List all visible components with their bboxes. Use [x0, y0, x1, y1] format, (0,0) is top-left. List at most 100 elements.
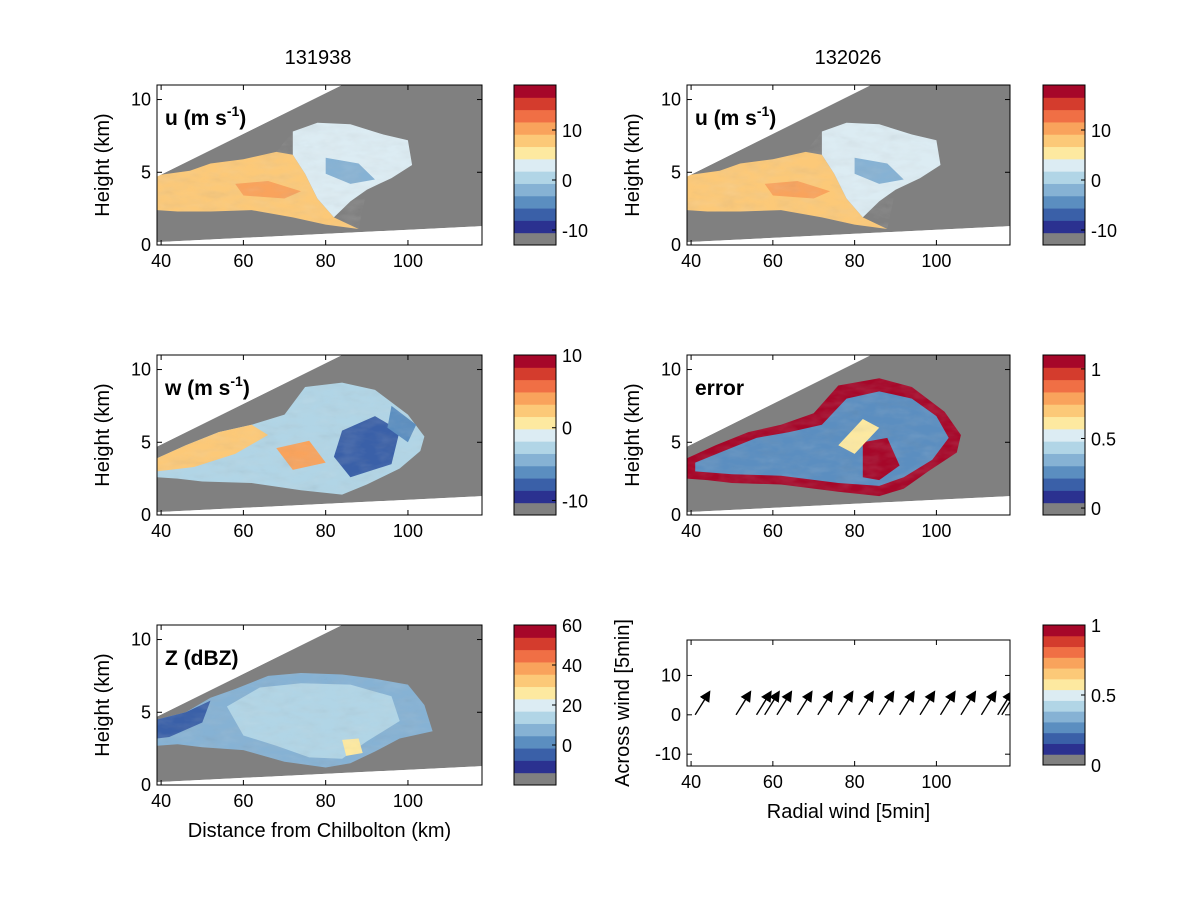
colorbar-swatch: [1043, 379, 1085, 393]
colorbar-swatch: [1043, 635, 1085, 648]
axes-frame: [156, 84, 483, 246]
panel-w-2: 40 60 80 100 0 5 10 Height (km) w (m s-1) -10 0 10: [92, 346, 588, 541]
field-texture: [157, 122, 413, 229]
y-tick-label: 5: [671, 432, 681, 452]
field-texture: [687, 378, 961, 497]
colorbar-swatch: [1043, 121, 1085, 135]
colorbar-swatch: [514, 379, 556, 393]
wind-arrow: [919, 690, 936, 716]
x-tick-label: 80: [845, 251, 865, 271]
wind-arrow: [694, 690, 711, 716]
colorbar-swatch: [1043, 355, 1085, 368]
y-tick-label: 0: [671, 505, 681, 525]
x-tick-label: 100: [921, 521, 951, 541]
y-axis-label: Across wind [5min]: [612, 619, 634, 787]
colorbar-swatch: [1043, 668, 1085, 680]
panel-label: w (m s-1): [164, 373, 250, 400]
colorbar-swatch: [1043, 625, 1085, 637]
y-tick-label: 5: [671, 162, 681, 182]
colorbar-swatch: [1043, 134, 1085, 148]
colorbar-swatch: [1043, 416, 1085, 430]
plot-area: [694, 690, 1010, 716]
colorbar-swatch: [1043, 404, 1085, 418]
y-tick-label: 10: [131, 90, 151, 110]
colorbar-swatch: [514, 158, 556, 172]
x-tick-label: 80: [845, 521, 865, 541]
x-tick-label: 40: [151, 791, 171, 811]
colorbar-tick-label: 0: [1091, 756, 1101, 776]
y-axis-label: Height (km): [622, 113, 644, 216]
x-tick-label: 100: [393, 251, 423, 271]
wind-arrow: [776, 690, 793, 716]
colorbar-swatch: [1043, 657, 1085, 669]
panel-u-1: 40 60 80 100 0 5 10 Height (km) u (m s-1) -10 0 10: [622, 84, 1117, 271]
panel-label: u (m s-1): [165, 103, 246, 130]
y-tick-label: 10: [131, 360, 151, 380]
wind-arrow: [878, 690, 895, 716]
colorbar-swatch: [514, 453, 556, 467]
below-scan-region: [687, 496, 1010, 515]
colorbar-tick-label: 20: [562, 696, 582, 716]
x-axis-label: Radial wind [5min]: [767, 801, 930, 823]
panel-Z-4: 40 60 80 100 0 5 10 Height (km) Distance from Ch…: [92, 616, 582, 842]
colorbar-swatch: [514, 85, 556, 98]
colorbar: 00.51: [1042, 354, 1116, 519]
colorbar: -10 0 10: [513, 84, 588, 246]
colorbar-swatch: [1043, 700, 1085, 712]
y-tick-label: 0: [141, 235, 151, 255]
colorbar-swatch: [1043, 97, 1085, 111]
colorbar-swatch: [1043, 85, 1085, 98]
colorbar-tick-label: 10: [562, 121, 582, 141]
wind-arrow: [980, 690, 997, 716]
plot-area: [687, 85, 1010, 245]
y-tick-label: 5: [141, 432, 151, 452]
y-tick-label: 0: [671, 235, 681, 255]
colorbar-tick-label: 0: [562, 171, 572, 191]
colorbar-swatch: [514, 416, 556, 430]
y-axis-label: Height (km): [92, 383, 114, 486]
colorbar-swatch: [514, 711, 556, 724]
y-tick-label: 5: [141, 702, 151, 722]
colorbar-swatch-masked: [514, 502, 556, 515]
colorbar: -10 0 10: [1042, 84, 1117, 246]
colorbar-swatch: [1043, 646, 1085, 658]
x-tick-label: 60: [763, 521, 783, 541]
x-tick-label: 40: [681, 772, 701, 792]
wind-arrow: [960, 690, 977, 716]
colorbar-swatch: [514, 735, 556, 749]
x-tick-label: 60: [763, 251, 783, 271]
y-axis-label: Height (km): [622, 383, 644, 486]
below-scan-region: [687, 226, 1010, 245]
colorbar-swatch: [514, 661, 556, 675]
colorbar-swatch: [1043, 146, 1085, 160]
x-tick-label: 80: [316, 251, 336, 271]
colorbar-frame: [1042, 84, 1086, 246]
colorbar-swatch: [1043, 441, 1085, 454]
wind-arrow: [764, 690, 780, 716]
x-tick-label: 100: [393, 521, 423, 541]
y-tick-label: 10: [661, 360, 681, 380]
colorbar-swatch: [1043, 721, 1085, 734]
y-tick-label: 5: [141, 162, 151, 182]
colorbar-tick-label: -10: [562, 491, 588, 511]
colorbar-swatch: [514, 760, 556, 774]
wind-arrow: [796, 690, 813, 716]
y-tick-label: 10: [131, 630, 151, 650]
y-tick-label: 0: [141, 505, 151, 525]
wind-arrow: [939, 690, 956, 716]
plot-area: [157, 85, 482, 245]
colorbar-swatch: [1043, 367, 1085, 381]
colorbar-swatch-masked: [1043, 754, 1085, 765]
x-tick-label: 60: [233, 251, 253, 271]
colorbar-swatch: [514, 367, 556, 381]
colorbar-swatch: [1043, 220, 1085, 234]
colorbar-tick-label: 10: [1091, 121, 1111, 141]
colorbar-frame: [513, 84, 557, 246]
colorbar-swatch: [514, 355, 556, 368]
colorbar-tick-label: 0: [1091, 499, 1101, 519]
colorbar-swatch: [514, 391, 556, 405]
colorbar-swatch: [1043, 428, 1085, 442]
colorbar-tick-label: -10: [1091, 221, 1117, 241]
colorbar: -10 0 10: [513, 346, 588, 516]
